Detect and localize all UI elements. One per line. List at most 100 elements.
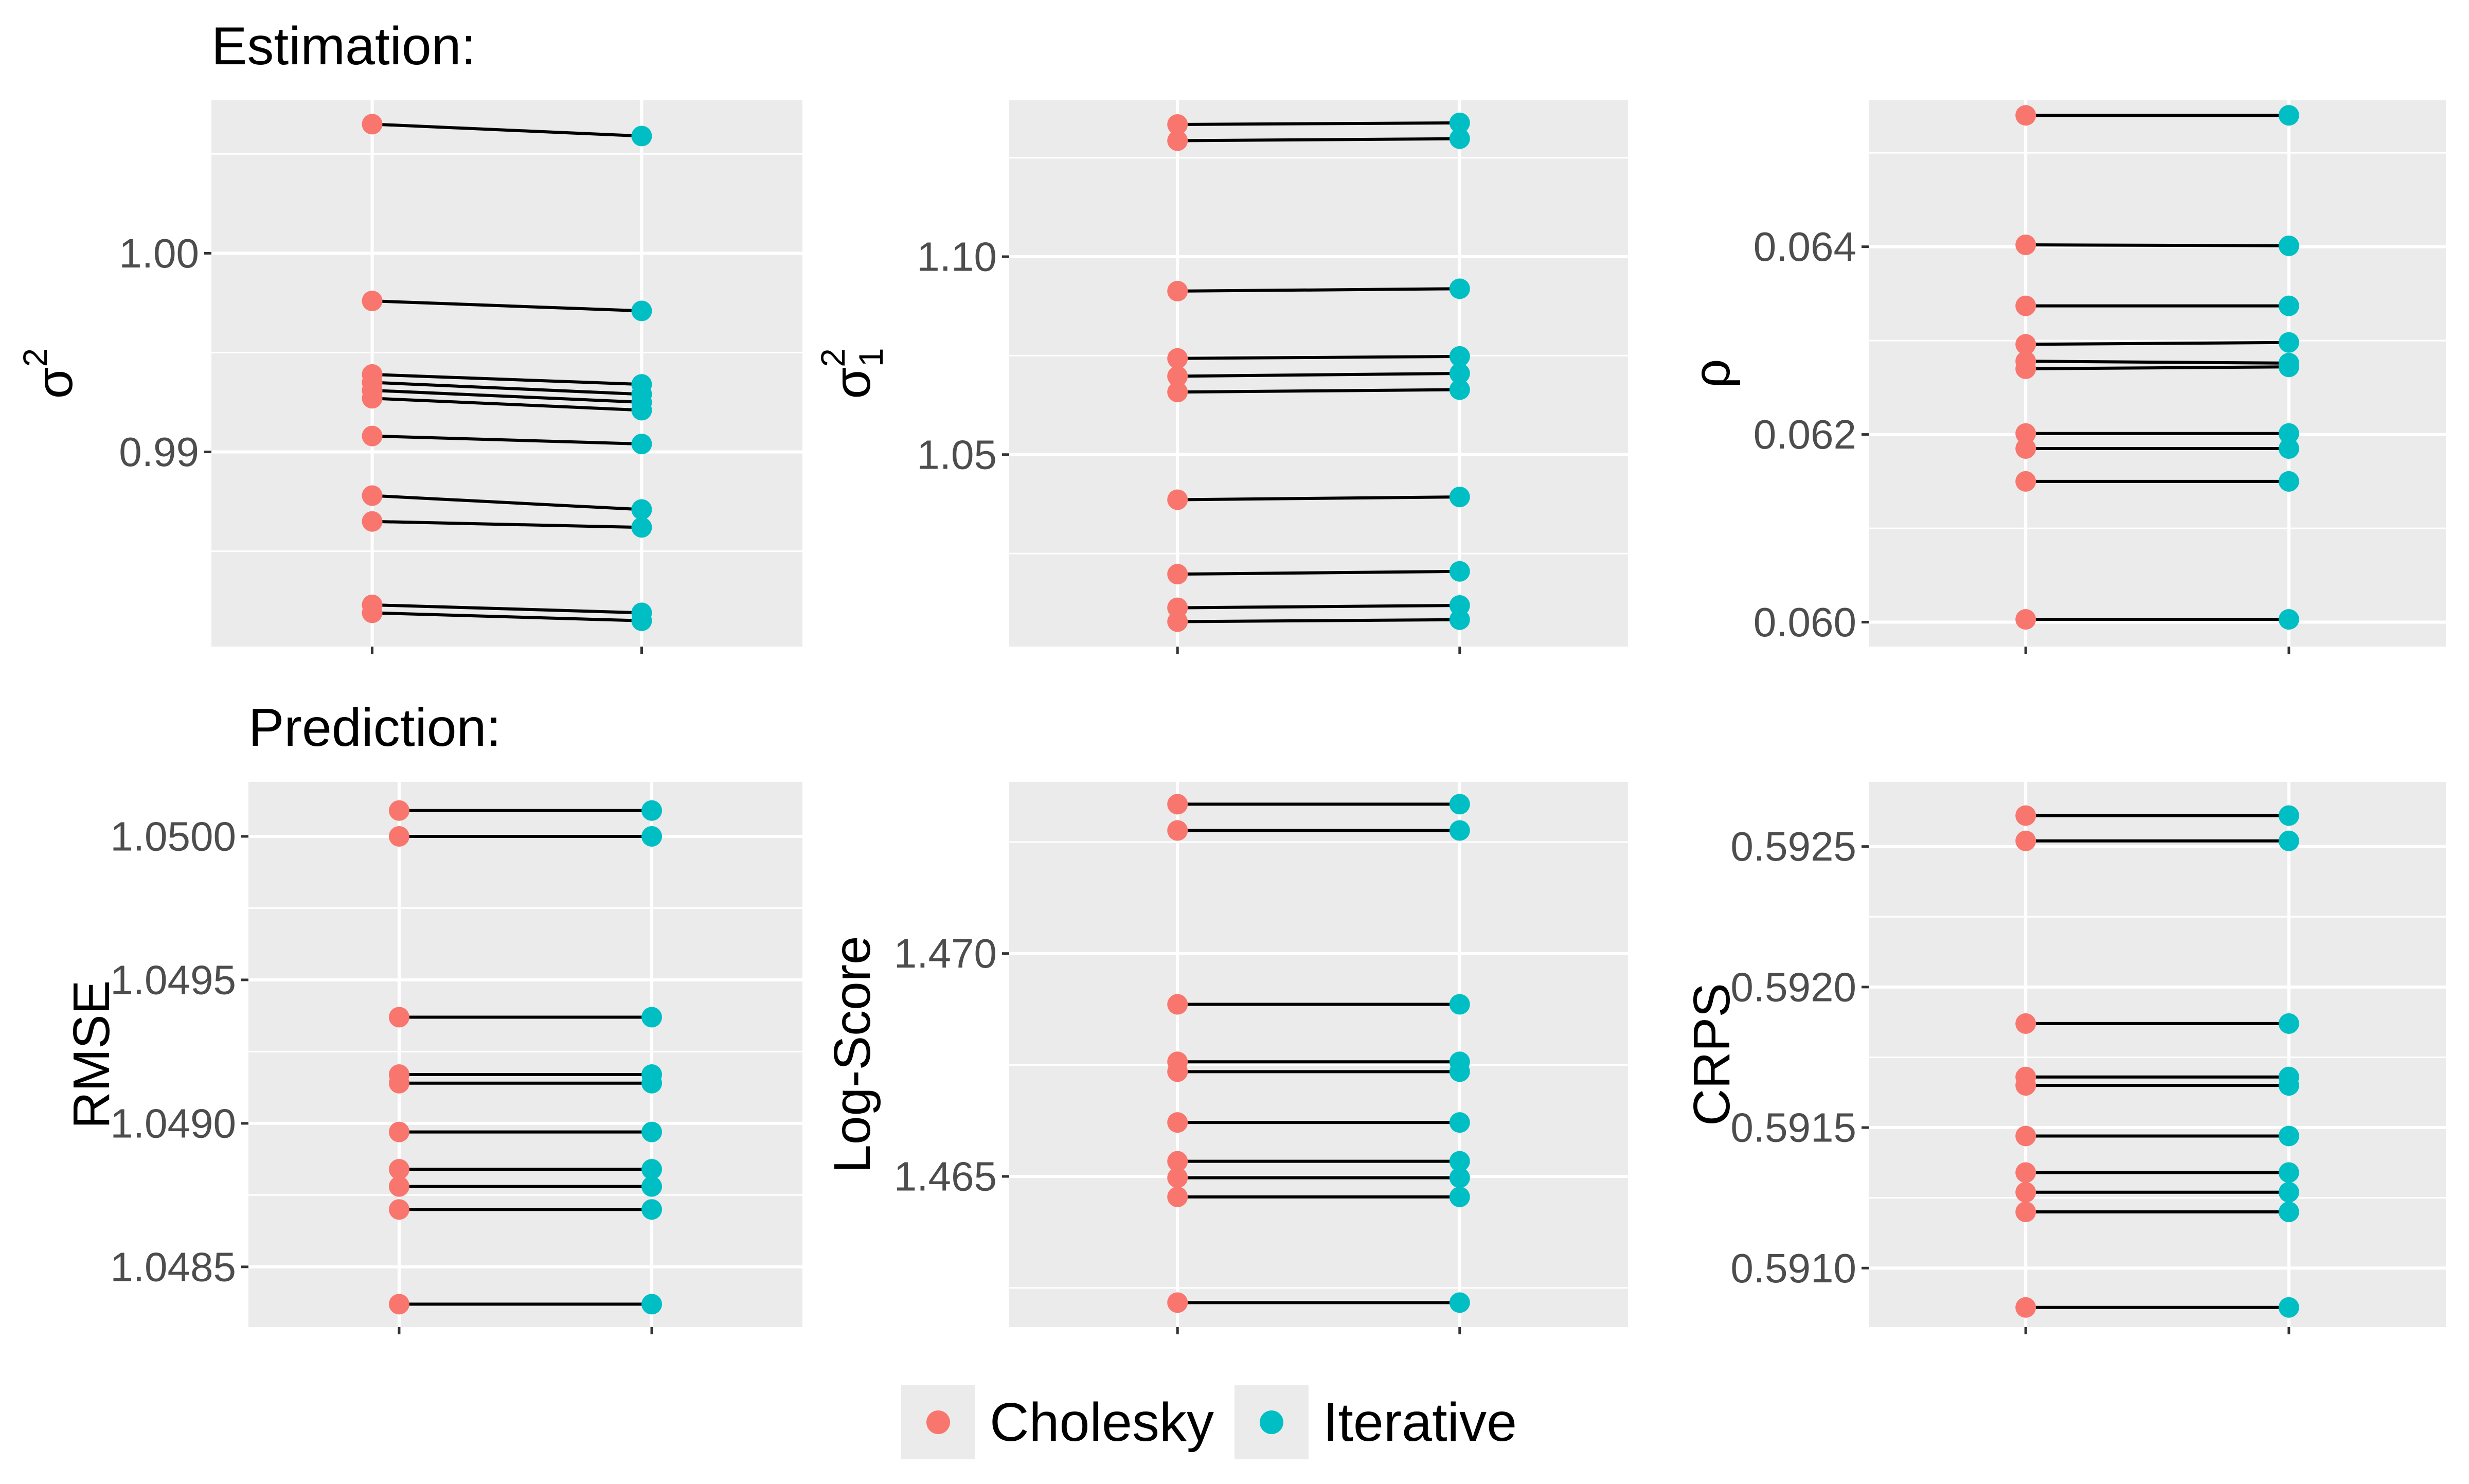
rmse-point-cholesky: [388, 1199, 409, 1220]
sigma1-point-cholesky: [1167, 348, 1188, 369]
logscore-point-cholesky: [1167, 1151, 1188, 1172]
rho-point-cholesky: [2015, 334, 2036, 355]
sigma1-point-iterative: [1449, 595, 1470, 616]
sigma2-point-cholesky: [362, 388, 383, 409]
iterative-dot-icon: [1259, 1410, 1283, 1434]
rho-y-tick-label: 0.062: [1754, 412, 1856, 457]
logscore-point-iterative: [1449, 1292, 1470, 1313]
crps-point-cholesky: [2015, 1201, 2036, 1222]
rmse-panel-bg: [248, 782, 802, 1327]
rho-point-cholesky: [2015, 295, 2036, 316]
sigma2-pair-segment: [372, 611, 642, 622]
rho-point-iterative: [2278, 105, 2299, 126]
crps-point-cholesky: [2015, 830, 2036, 851]
sigma2-y-tick-label: 0.99: [119, 429, 199, 475]
crps-point-iterative: [2278, 1075, 2299, 1096]
rho-point-iterative: [2278, 471, 2299, 492]
sigma2-pair-segment: [372, 434, 642, 446]
sigma2-point-cholesky: [362, 291, 383, 312]
logscore-point-cholesky: [1167, 1167, 1188, 1188]
logscore-point-cholesky: [1167, 994, 1188, 1015]
rho-y-axis-label: ρ: [1683, 359, 1741, 388]
rmse-point-iterative: [641, 800, 663, 821]
logscore-point-cholesky: [1167, 1186, 1188, 1207]
rho-point-iterative: [2278, 295, 2299, 316]
rho-pair-segment: [2026, 360, 2289, 365]
rmse-y-tick-label: 1.0495: [110, 957, 236, 1003]
crps-y-tick-label: 0.5910: [1730, 1245, 1856, 1291]
sigma2-y-tick-label: 1.00: [119, 230, 199, 276]
logscore-point-iterative: [1449, 1151, 1470, 1172]
crps-point-iterative: [2278, 1162, 2299, 1183]
sigma2-point-cholesky: [362, 114, 383, 135]
sigma1-pair-segment: [1177, 354, 1460, 360]
rmse-point-iterative: [641, 1176, 663, 1197]
sigma1-point-iterative: [1449, 561, 1470, 582]
sigma2-point-cholesky: [362, 602, 383, 623]
rmse-point-cholesky: [388, 1176, 409, 1197]
rmse-point-iterative: [641, 1072, 663, 1094]
sigma2-point-iterative: [631, 434, 652, 455]
crps-point-iterative: [2278, 1013, 2299, 1034]
crps-y-axis-label: CRPS: [1683, 983, 1741, 1126]
crps-panel-bg: [1869, 782, 2446, 1327]
rmse-point-iterative: [641, 1007, 663, 1028]
rho-point-cholesky: [2015, 235, 2036, 256]
sigma2-y-axis-label-base: σ: [26, 367, 83, 399]
sigma1-pair-segment: [1177, 618, 1460, 623]
logscore-y-tick-label: 1.465: [894, 1154, 997, 1200]
sigma2-y-axis-label-sup: 2: [16, 348, 54, 367]
rho-point-cholesky: [2015, 471, 2036, 492]
sigma1-pair-segment: [1177, 495, 1460, 502]
crps-point-iterative: [2278, 1182, 2299, 1203]
rho-point-iterative: [2278, 356, 2299, 378]
rmse-point-iterative: [641, 826, 663, 847]
rho-point-iterative: [2278, 332, 2299, 353]
rmse-point-iterative: [641, 1199, 663, 1220]
crps-y-tick-label: 0.5925: [1730, 824, 1856, 869]
rmse-point-iterative: [641, 1159, 663, 1180]
sigma2-point-cholesky: [362, 511, 383, 532]
logscore-point-cholesky: [1167, 1061, 1188, 1082]
crps-y-tick-label: 0.5915: [1730, 1105, 1856, 1151]
sigma2-pair-segment: [372, 299, 642, 313]
rmse-y-axis-label: RMSE: [63, 980, 120, 1129]
sigma2-panel-bg: [211, 100, 802, 647]
rmse-y-tick-label: 1.0490: [110, 1100, 236, 1146]
crps-point-cholesky: [2015, 1182, 2036, 1203]
crps-point-cholesky: [2015, 805, 2036, 826]
sigma1-point-iterative: [1449, 112, 1470, 133]
sigma2-point-iterative: [631, 517, 652, 538]
legend-key-cholesky: [901, 1385, 975, 1459]
rmse-point-cholesky: [388, 1294, 409, 1315]
sigma1-point-iterative: [1449, 128, 1470, 149]
rmse-y-axis-label-base: RMSE: [63, 980, 120, 1129]
sigma1-point-iterative: [1449, 487, 1470, 508]
rho-point-iterative: [2278, 423, 2299, 444]
sigma1-point-iterative: [1449, 379, 1470, 400]
rmse-point-iterative: [641, 1121, 663, 1142]
logscore-y-tick-label: 1.470: [894, 931, 997, 976]
crps-y-tick-label: 0.5920: [1730, 964, 1856, 1010]
logscore-point-iterative: [1449, 820, 1470, 841]
crps-point-cholesky: [2015, 1075, 2036, 1096]
legend-key-iterative: [1234, 1385, 1309, 1459]
cholesky-dot-icon: [926, 1410, 950, 1434]
sigma1-point-cholesky: [1167, 489, 1188, 510]
crps-point-iterative: [2278, 1125, 2299, 1147]
sigma2-pair-segment: [372, 603, 642, 615]
sigma1-point-iterative: [1449, 363, 1470, 384]
sigma1-pair-segment: [1177, 372, 1460, 378]
rmse-point-iterative: [641, 1294, 663, 1315]
sigma2-pair-segment: [372, 520, 642, 529]
sigma2-point-iterative: [631, 400, 652, 421]
logscore-point-iterative: [1449, 1186, 1470, 1207]
logscore-y-axis-label: Log-Score: [824, 936, 881, 1173]
logscore-point-iterative: [1449, 1061, 1470, 1082]
logscore-point-iterative: [1449, 994, 1470, 1015]
crps-point-iterative: [2278, 1297, 2299, 1318]
sigma1-point-cholesky: [1167, 611, 1188, 632]
rmse-point-cholesky: [388, 1121, 409, 1142]
sigma1-y-axis-label-base: σ: [824, 367, 881, 399]
